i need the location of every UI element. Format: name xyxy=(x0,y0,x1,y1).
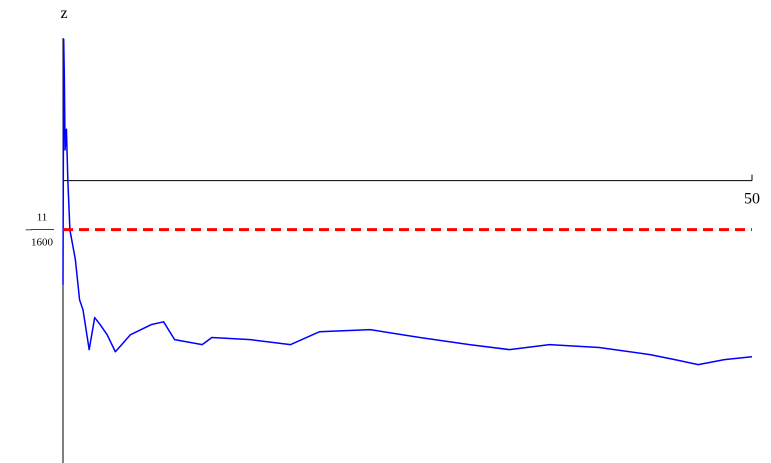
y-axis-label: z xyxy=(60,5,67,22)
x-tick-label: 50 xyxy=(744,191,760,208)
y-tick-label: −11 1600 xyxy=(25,212,53,249)
series-line xyxy=(62,38,753,366)
